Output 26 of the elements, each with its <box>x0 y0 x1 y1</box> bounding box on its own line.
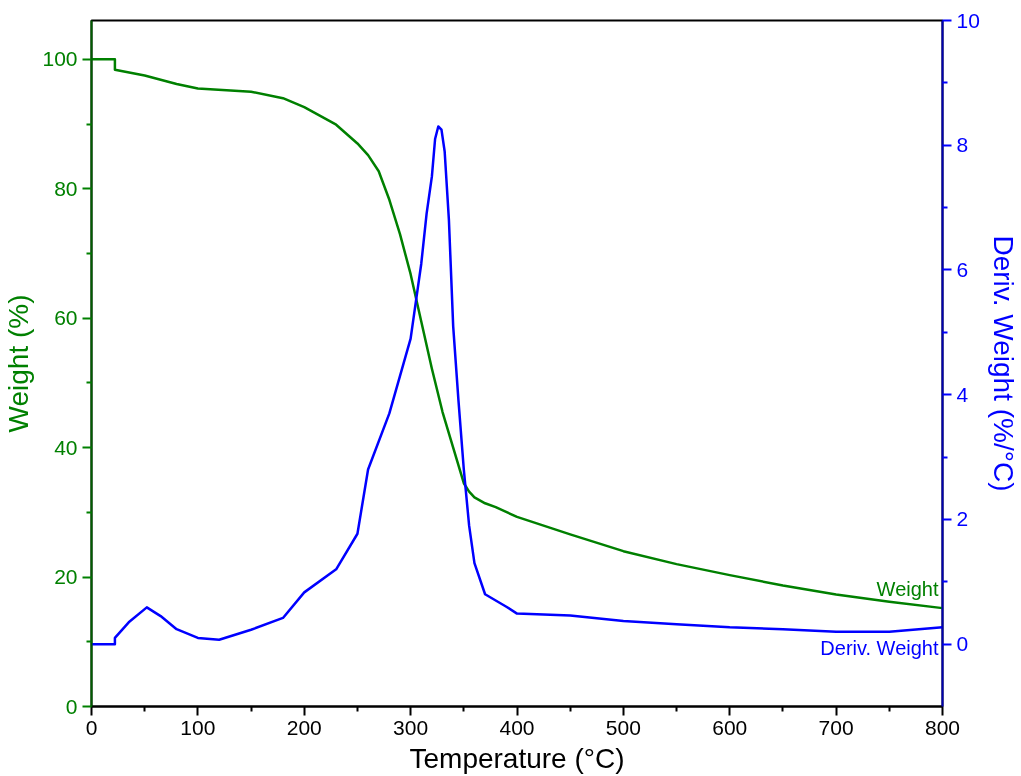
y2-tick-label: 0 <box>956 632 969 656</box>
y2-tick-label: 4 <box>956 382 969 406</box>
x-tick-label: 600 <box>712 715 748 739</box>
x-tick-label: 800 <box>924 715 961 739</box>
x-tick-label: 300 <box>393 715 429 739</box>
y2-axis-title: Deriv. Weight (%/°C) <box>987 235 1019 492</box>
x-tick-label: 400 <box>499 715 535 739</box>
series-label: Deriv. Weight <box>820 637 939 660</box>
y-tick-label: 100 <box>42 47 78 71</box>
y-tick-label: 80 <box>54 176 78 200</box>
y-tick-label: 60 <box>54 306 78 330</box>
x-axis-title: Temperature (°C) <box>409 742 625 774</box>
y2-tick-label: 10 <box>956 8 980 32</box>
y-tick-label: 40 <box>54 435 78 459</box>
y2-tick-label: 6 <box>956 257 969 281</box>
x-tick-label: 100 <box>180 715 216 739</box>
series-label: Weight <box>876 578 939 601</box>
x-tick-label: 0 <box>85 715 98 739</box>
x-tick-label: 500 <box>605 715 641 739</box>
y-axis-title: Weight (%) <box>3 294 35 433</box>
y-tick-label: 20 <box>54 565 78 589</box>
y-tick-label: 0 <box>65 694 78 718</box>
x-tick-label: 200 <box>286 715 322 739</box>
y2-tick-label: 8 <box>956 133 969 157</box>
x-tick-label: 700 <box>818 715 854 739</box>
y2-tick-label: 2 <box>956 507 969 531</box>
